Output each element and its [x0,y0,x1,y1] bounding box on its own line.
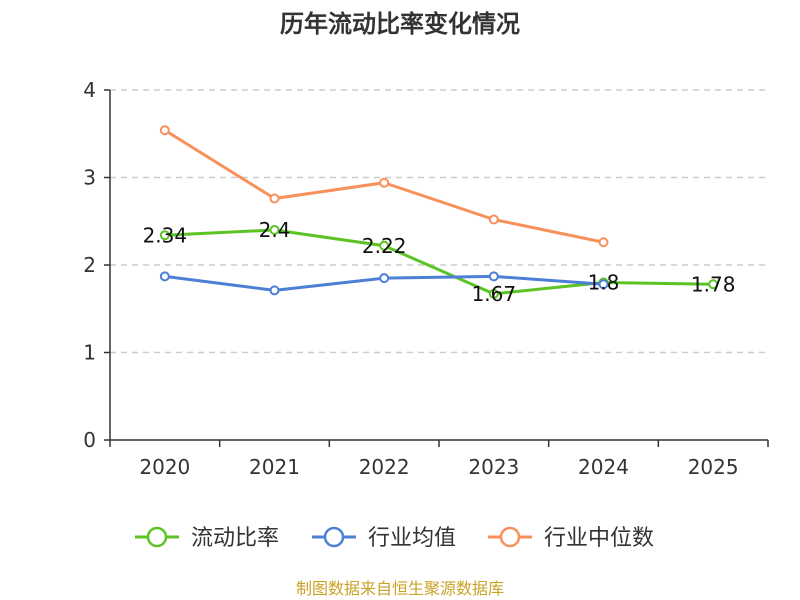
data-point [708,279,719,290]
legend: 流动比率 行业均值 行业中位数 [135,526,654,551]
legend-marker-1 [323,526,345,548]
data-labels: 2.34 2.4 2.22 1.67 1.8 1.78 [143,218,736,306]
data-point [269,193,280,204]
data-point [488,288,499,299]
x-tick-label: 2022 [359,455,410,479]
y-tick-label: 0 [83,428,96,452]
data-point [488,214,499,225]
x-tick-label: 2023 [468,455,519,479]
data-point [379,273,390,284]
data-label: 2.34 [143,223,188,247]
data-point [159,230,170,241]
legend-label-2: 行业中位数 [544,526,654,551]
data-point [598,279,609,290]
x-tick-label: 2024 [578,455,629,479]
grid-lines [110,89,768,354]
series-line-0 [164,228,714,296]
series-lines [164,128,714,296]
y-tick-label: 4 [83,78,96,102]
legend-marker-0 [146,526,168,548]
data-label: 2.4 [259,218,291,242]
data-label: 1.78 [691,272,736,296]
x-tick-label: 2021 [249,455,300,479]
data-point [269,225,280,235]
legend-label-0: 流动比率 [191,526,279,551]
legend-label-1: 行业均值 [368,526,456,551]
chart-title: 历年流动比率变化情况 [280,10,520,38]
data-point [488,271,499,282]
data-label: 1.8 [588,271,620,295]
data-point [379,177,390,188]
data-point [379,240,390,251]
data-point [269,285,280,296]
data-points [159,125,719,299]
y-tick-label: 2 [83,253,96,277]
source-note: 制图数据来自恒生聚源数据库 [296,579,504,598]
x-tick-label: 2025 [688,455,739,479]
axes: 0 1 2 3 4 2020 2021 2022 2023 2024 2025 [83,78,769,479]
data-label: 2.22 [362,234,407,258]
y-tick-label: 3 [83,166,96,190]
y-tick-label: 1 [83,341,96,365]
data-label: 1.67 [472,282,517,306]
data-point [598,237,609,248]
legend-marker-2 [499,526,521,548]
x-tick-label: 2020 [139,455,190,479]
data-point [159,271,170,282]
data-point [159,125,170,136]
